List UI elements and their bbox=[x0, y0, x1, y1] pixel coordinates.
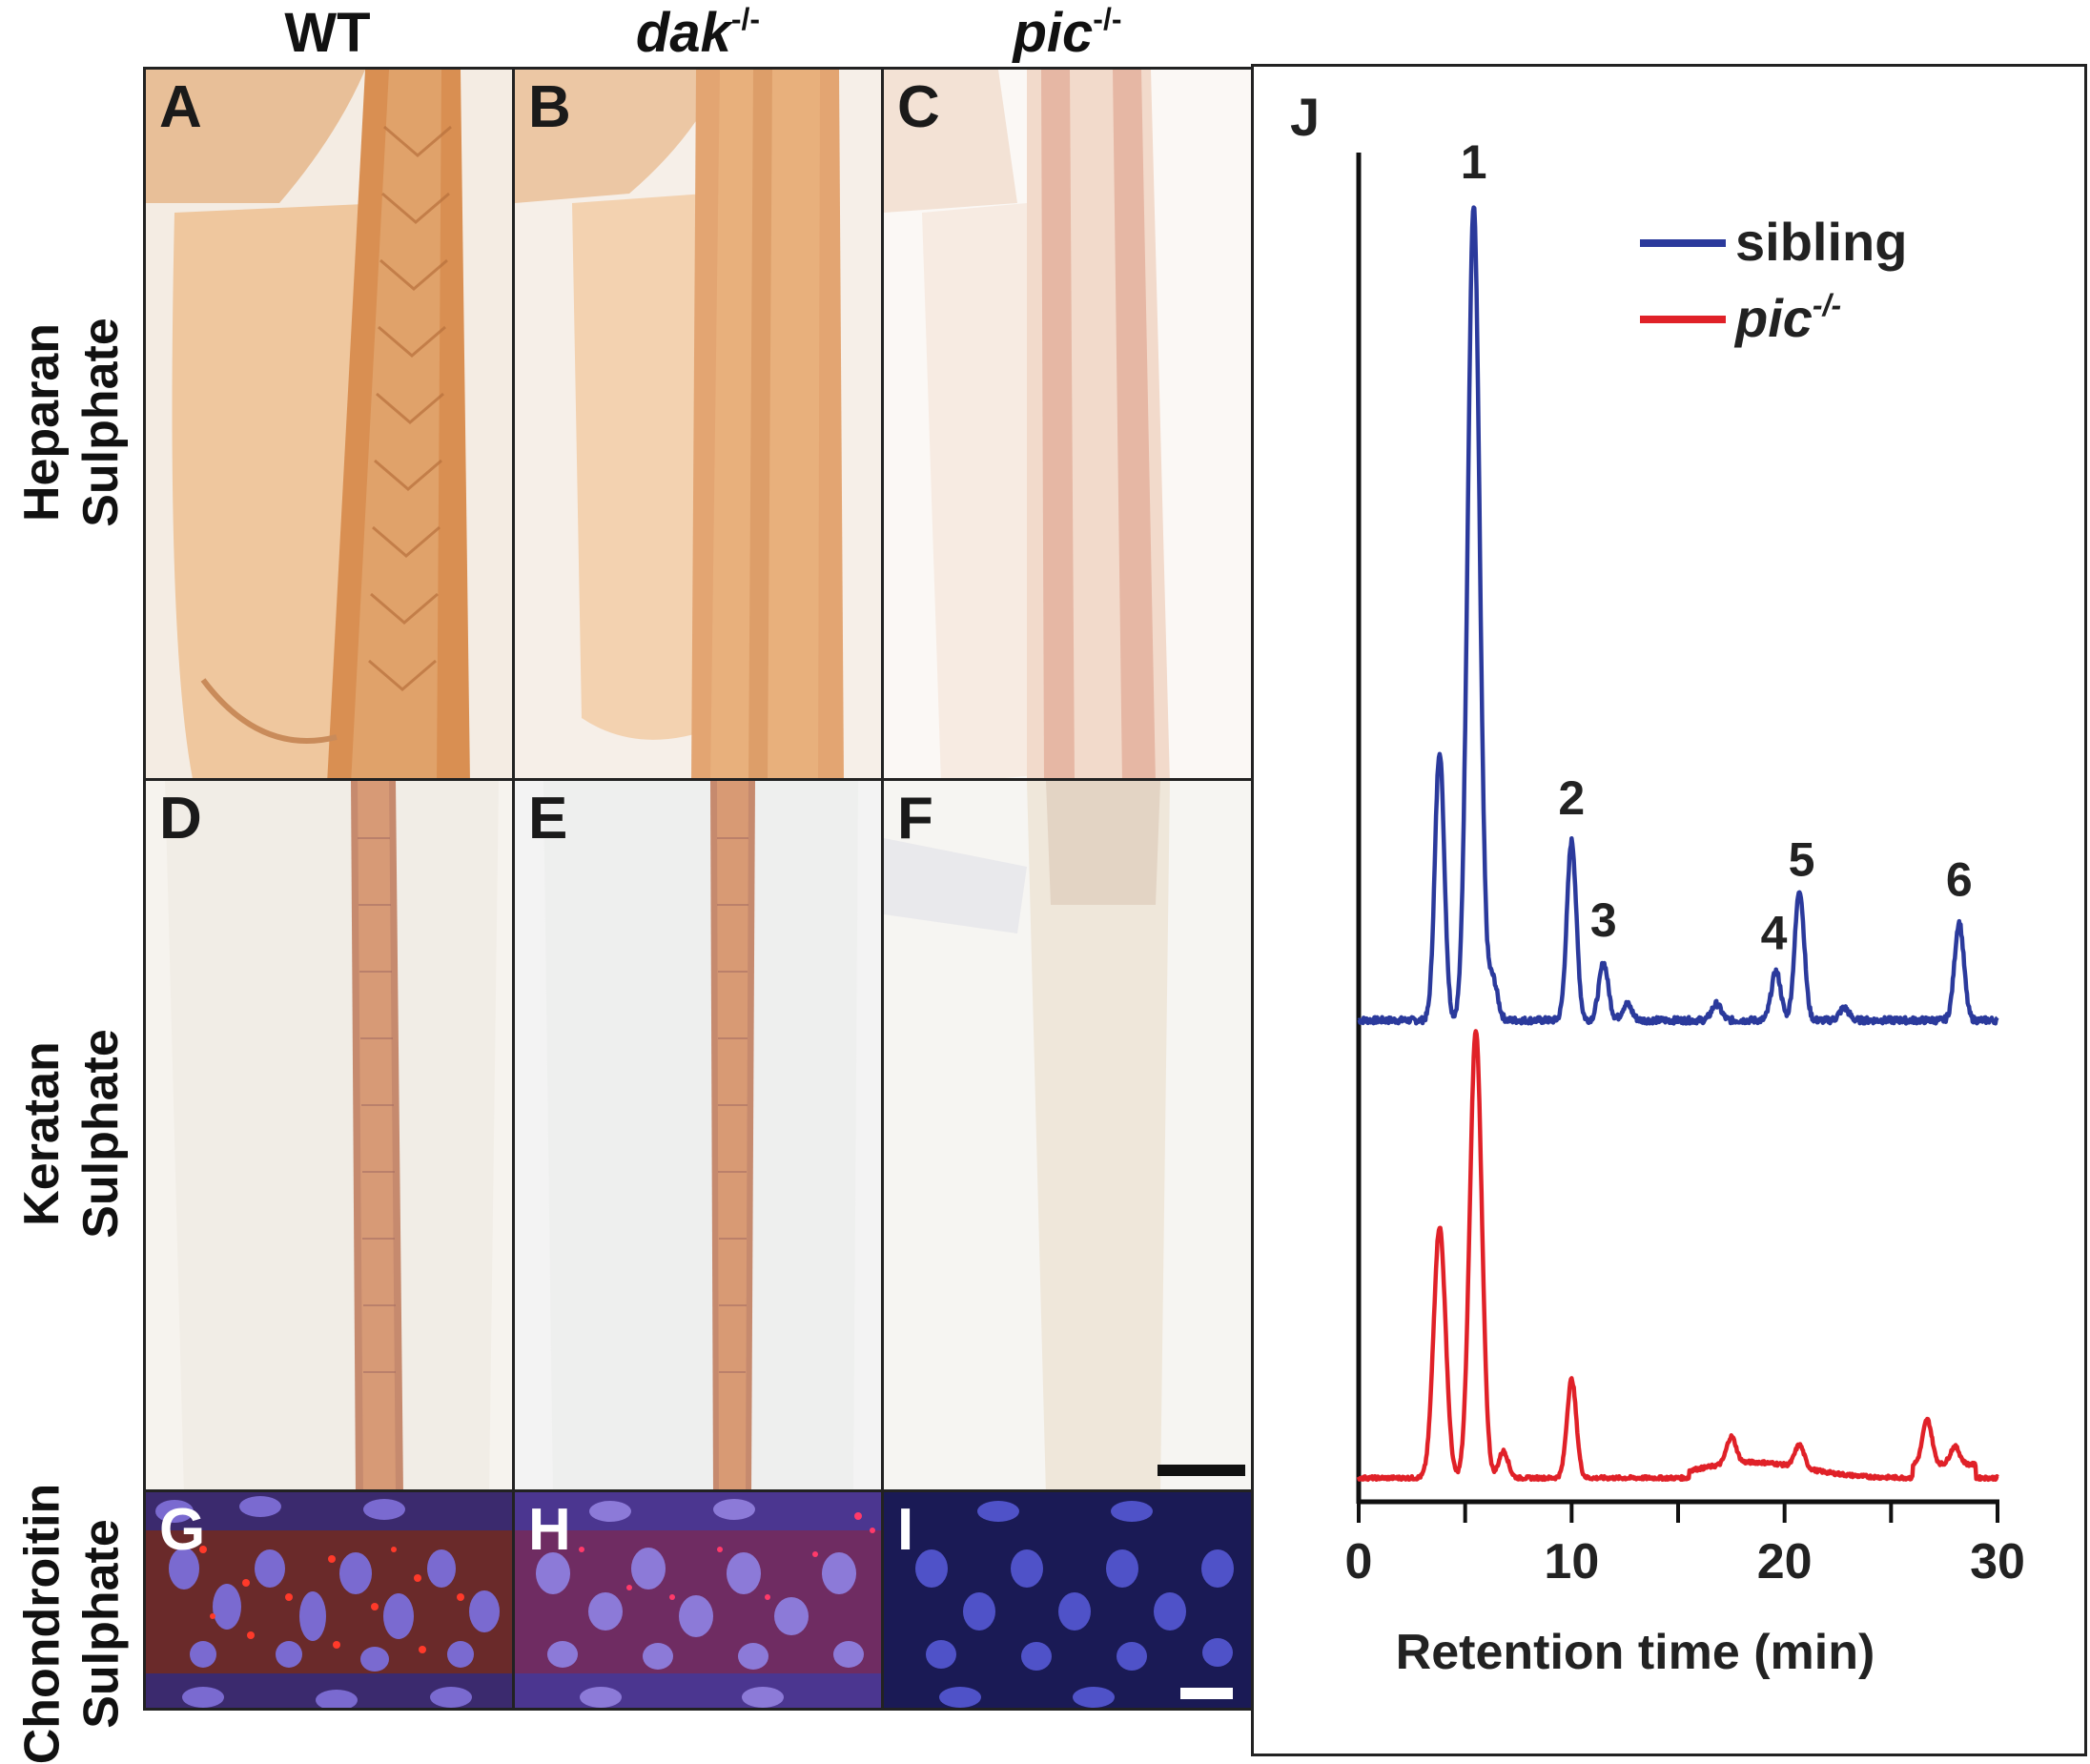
x-tick-label: 20 bbox=[1757, 1534, 1813, 1590]
embryo-micrograph bbox=[884, 70, 1251, 778]
panel-label: E bbox=[528, 786, 568, 851]
peak-label: 6 bbox=[1946, 852, 1973, 906]
panel-i-image: I bbox=[881, 1489, 1254, 1711]
legend-label: sibling bbox=[1735, 212, 1907, 272]
fluorescence-micrograph bbox=[515, 1492, 881, 1708]
x-tick-label: 10 bbox=[1544, 1534, 1599, 1590]
column-label-sup: -/- bbox=[730, 2, 761, 36]
panel-c-image: C bbox=[881, 67, 1254, 781]
column-label-text: WT bbox=[284, 2, 371, 64]
peak-labels: 1 2 3 45 6 bbox=[1461, 135, 1973, 960]
row-label-line1: Heparan bbox=[14, 322, 71, 523]
fluorescence-micrograph bbox=[884, 1492, 1251, 1708]
chart-panel-label: J bbox=[1290, 87, 1320, 147]
panel-label: C bbox=[897, 74, 940, 140]
panel-h-image: H bbox=[512, 1489, 884, 1711]
x-axis-title: Retention time (min) bbox=[1396, 1625, 1875, 1680]
scale-bar bbox=[1158, 1465, 1245, 1476]
panel-label: I bbox=[897, 1497, 914, 1563]
embryo-micrograph bbox=[146, 70, 512, 778]
row-label-heparan: Heparan Sulphate bbox=[0, 67, 143, 778]
x-tick-label: 30 bbox=[1970, 1534, 2025, 1590]
column-label-dak: dak-/- bbox=[515, 0, 881, 67]
panel-label: G bbox=[159, 1497, 206, 1563]
chart-legend: sibling pic-/- bbox=[1640, 212, 1907, 348]
row-label-line2: Sulphate bbox=[73, 1519, 129, 1729]
column-label-text: dak bbox=[635, 2, 731, 64]
peak-label: 2 bbox=[1558, 771, 1585, 825]
panel-g-image: G bbox=[143, 1489, 515, 1711]
scale-bar bbox=[1180, 1688, 1233, 1699]
chart-axes: 0 10 20 30 bbox=[1345, 153, 2025, 1590]
column-label-text: pic bbox=[1013, 2, 1094, 64]
panel-label: A bbox=[159, 74, 202, 140]
legend-label: pic-/- bbox=[1733, 288, 1841, 348]
embryo-micrograph bbox=[146, 781, 512, 1489]
embryo-micrograph bbox=[884, 781, 1251, 1489]
x-tick-label: 0 bbox=[1345, 1534, 1373, 1590]
series-line-sibling bbox=[1357, 205, 1999, 1026]
row-label-line1: Chondroitin bbox=[14, 1483, 70, 1764]
series-line-pic bbox=[1356, 1029, 1999, 1483]
row-label-line1: Keratan bbox=[14, 1041, 71, 1226]
hplc-chromatogram: J 0 10 20 30 1 2 3 45 6 sibling pic-/- Retention… bbox=[1290, 87, 2025, 1680]
panel-e-image: E bbox=[512, 778, 884, 1492]
panel-b-image: B bbox=[512, 67, 884, 781]
panel-a-image: A bbox=[143, 67, 515, 781]
column-label-wt: WT bbox=[143, 0, 512, 67]
peak-label: 4 bbox=[1761, 907, 1788, 960]
panel-label: F bbox=[897, 786, 933, 851]
row-label-line2: Sulphate bbox=[73, 318, 130, 527]
embryo-micrograph bbox=[515, 70, 881, 778]
panel-d-image: D bbox=[143, 778, 515, 1492]
peak-label: 5 bbox=[1789, 833, 1815, 887]
row-label-keratan: Keratan Sulphate bbox=[0, 778, 143, 1489]
panel-label: D bbox=[159, 786, 202, 851]
embryo-micrograph bbox=[515, 781, 881, 1489]
panel-f-image: F bbox=[881, 778, 1254, 1492]
fluorescence-micrograph bbox=[146, 1492, 512, 1708]
column-label-pic: pic-/- bbox=[884, 0, 1251, 67]
peak-label: 3 bbox=[1590, 893, 1617, 947]
panel-label: H bbox=[528, 1497, 571, 1563]
row-label-chondroitin: Chondroitin Sulphate bbox=[0, 1484, 143, 1764]
peak-label: 1 bbox=[1461, 135, 1487, 189]
column-label-sup: -/- bbox=[1093, 2, 1122, 36]
panel-label: B bbox=[528, 74, 571, 140]
row-label-line2: Sulphate bbox=[73, 1029, 130, 1239]
chart-traces bbox=[1356, 205, 1999, 1483]
